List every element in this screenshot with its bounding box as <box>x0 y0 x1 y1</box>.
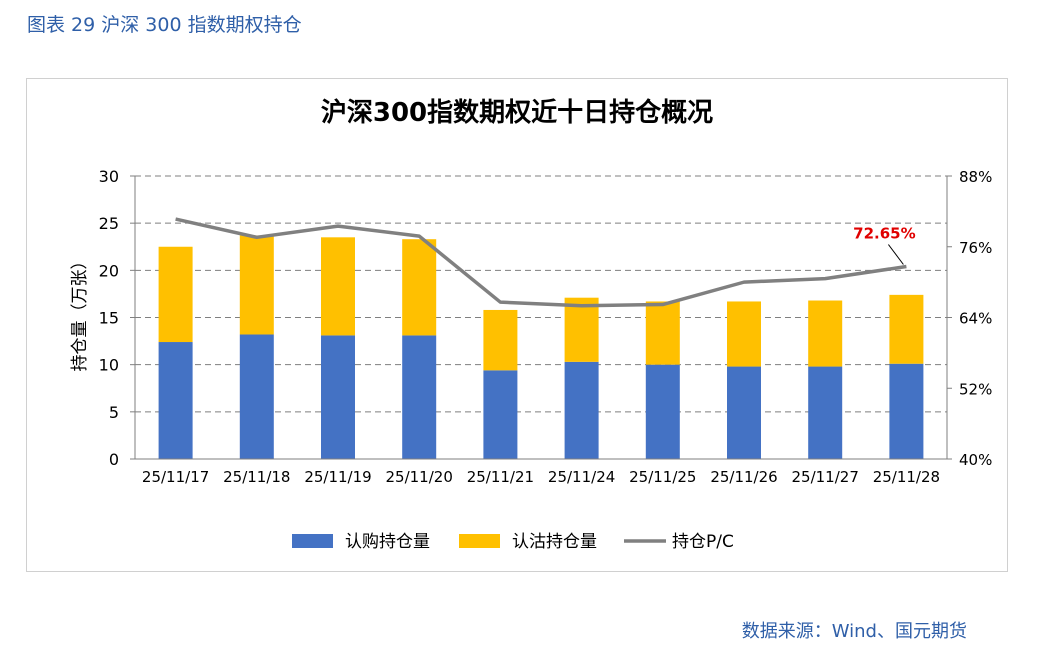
y2-tick-label: 64% <box>959 310 992 328</box>
x-tick-label: 25/11/17 <box>142 468 209 486</box>
bar-call <box>889 363 924 459</box>
bar-put <box>239 235 274 335</box>
bar-series <box>158 235 924 459</box>
chart-svg: 沪深300指数期权近十日持仓概况 持仓量（万张） 72.65% 0 5 10 15 20… <box>70 97 993 552</box>
bar-call <box>402 335 437 459</box>
bar-put <box>402 239 437 336</box>
y-tick-label: 15 <box>99 309 119 328</box>
bar-call <box>483 370 518 459</box>
legend-label-call: 认购持仓量 <box>345 532 430 552</box>
x-tick-label: 25/11/20 <box>386 468 453 486</box>
annotation-label: 72.65% <box>853 225 915 243</box>
x-tick-label: 25/11/19 <box>304 468 371 486</box>
legend-label-pc: 持仓P/C <box>672 532 734 552</box>
legend-swatch-call <box>292 534 333 548</box>
y2-tick-label: 76% <box>959 239 992 257</box>
bar-call <box>645 364 680 459</box>
y-tick-label: 25 <box>99 214 119 233</box>
x-tick-label: 25/11/24 <box>548 468 615 486</box>
y-tick-label: 20 <box>99 261 119 280</box>
figure-caption: 图表 29 沪深 300 指数期权持仓 <box>27 14 302 36</box>
x-tick-label: 25/11/18 <box>223 468 290 486</box>
x-tick-label: 25/11/26 <box>710 468 777 486</box>
line-series: 72.65% <box>175 217 916 308</box>
x-tick-label: 25/11/27 <box>792 468 859 486</box>
y-tick-label: 0 <box>109 450 119 469</box>
bar-put <box>727 301 761 367</box>
bar-put <box>321 237 355 336</box>
legend-label-put: 认沽持仓量 <box>512 532 597 552</box>
x-tick-label: 25/11/21 <box>467 468 534 486</box>
bar-call <box>727 366 761 459</box>
y-axis-label: 持仓量（万张） <box>70 253 90 372</box>
x-tick-label: 25/11/28 <box>873 468 940 486</box>
bar-put <box>158 246 193 343</box>
x-tick-label: 25/11/25 <box>629 468 696 486</box>
legend-swatch-put <box>459 534 500 548</box>
bar-call <box>239 334 274 459</box>
bar-call <box>158 342 193 459</box>
y-tick-label: 30 <box>99 167 119 186</box>
annotation-leader <box>888 244 904 265</box>
bar-put <box>564 297 599 362</box>
pc-line <box>175 217 907 308</box>
bar-put <box>889 294 924 364</box>
y2-tick-label: 88% <box>959 168 992 186</box>
legend: 认购持仓量 认沽持仓量 持仓P/C <box>292 532 734 552</box>
axes: 0 5 10 15 20 25 30 40% 52% 64% 76% 88% 25/11/17 25/11… <box>99 167 993 486</box>
bar-put <box>483 309 518 371</box>
y2-tick-label: 40% <box>959 451 992 469</box>
y-tick-label: 5 <box>109 403 119 422</box>
source-note: 数据来源：Wind、国元期货 <box>741 621 967 642</box>
bar-call <box>564 361 599 459</box>
bar-call <box>321 335 355 459</box>
y-tick-label: 10 <box>99 356 119 375</box>
bar-put <box>645 301 680 365</box>
y2-tick-label: 52% <box>959 380 992 398</box>
bar-put <box>808 300 843 367</box>
bar-call <box>808 366 843 459</box>
chart-panel: 沪深300指数期权近十日持仓概况 持仓量（万张） 72.65% 0 5 10 15 20… <box>26 78 1008 572</box>
chart-title: 沪深300指数期权近十日持仓概况 <box>321 97 713 128</box>
